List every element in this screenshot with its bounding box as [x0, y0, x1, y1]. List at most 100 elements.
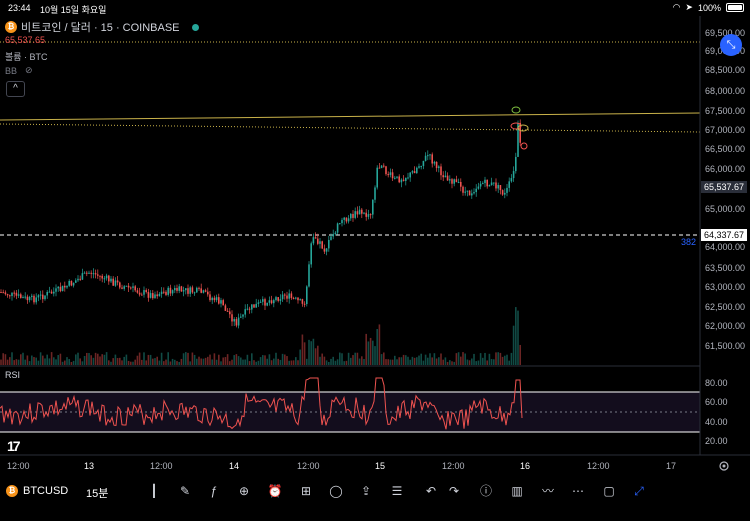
bulb-icon[interactable]: ◯ — [329, 484, 343, 498]
symbol-legend[interactable]: ₿ 비트코인 / 달러 · 15 · COINBASE — [5, 19, 199, 35]
candle-body — [242, 314, 244, 317]
candle-body — [191, 287, 194, 293]
pen-icon[interactable]: ✎ — [179, 484, 191, 498]
volume-bar — [145, 360, 147, 365]
candle-body — [108, 275, 110, 282]
share-icon[interactable]: ⇪ — [360, 484, 372, 498]
fx-icon[interactable]: ƒ — [210, 484, 218, 498]
eye-hidden-icon[interactable]: ⊘ — [25, 65, 33, 75]
layout-icon[interactable]: ▢ — [603, 484, 615, 498]
undo-icon[interactable]: ↶ — [425, 484, 437, 498]
volume-bar — [336, 359, 339, 365]
candle-body — [97, 274, 99, 276]
volume-bar — [317, 345, 319, 365]
candle-body — [20, 294, 22, 298]
alarm-icon[interactable]: ⏰ — [267, 484, 283, 498]
fullscreen-icon[interactable]: ⤢ — [634, 484, 644, 498]
candle-body — [508, 181, 510, 188]
volume-bar — [310, 341, 312, 365]
bar-chart-icon[interactable]: ▥ — [511, 484, 523, 498]
volume-bar — [125, 354, 128, 365]
candle-body — [501, 190, 504, 195]
candle-body — [180, 286, 183, 292]
candle-body — [59, 286, 62, 292]
trend-line-lower[interactable] — [0, 123, 701, 133]
volume-bar — [141, 359, 143, 365]
info-icon[interactable]: ⓘ — [479, 484, 492, 498]
volume-bar — [363, 359, 365, 365]
volume-bar — [438, 357, 440, 365]
redo-icon[interactable]: ↷ — [448, 484, 460, 498]
last-price-tag: 65,537.67 — [704, 182, 744, 192]
candle-body — [277, 297, 279, 301]
volume-bar — [257, 360, 260, 365]
tradingview-logo[interactable]: 17 — [7, 438, 21, 454]
volume-bar — [405, 355, 407, 365]
volume-legend[interactable]: 볼륨 · BTC — [5, 52, 48, 62]
candle-body — [6, 294, 9, 296]
symbol-button[interactable]: ₿ BTCUSD — [6, 485, 68, 497]
candle-body — [70, 280, 73, 286]
volume-bar — [99, 356, 101, 365]
candle-body — [453, 179, 455, 184]
candle-body — [125, 285, 128, 287]
plus-icon[interactable]: ⊕ — [238, 484, 250, 498]
more-icon[interactable]: ⋯ — [572, 484, 584, 498]
candle-body — [37, 295, 40, 298]
volume-bar — [504, 355, 506, 365]
annotation-ellipse[interactable] — [510, 122, 522, 130]
volume-bar — [277, 358, 279, 365]
volume-bar — [380, 354, 383, 365]
volume-bar — [497, 352, 499, 365]
volume-bar — [83, 355, 86, 365]
candles-icon[interactable]: ┃ — [150, 484, 158, 498]
volume-bar — [182, 353, 185, 365]
candle-body — [251, 304, 253, 310]
candle-body — [330, 236, 332, 240]
annotation-ellipse[interactable] — [511, 106, 521, 114]
volume-bar — [499, 352, 502, 365]
time-tick: 12:00 — [297, 461, 320, 471]
volume-bar — [15, 359, 18, 365]
trend-icon[interactable]: 〰 — [541, 484, 554, 498]
volume-bar — [510, 352, 513, 365]
settings-gear-icon[interactable] — [719, 461, 729, 471]
annotation-ellipse[interactable] — [520, 142, 528, 150]
volume-bar — [369, 337, 372, 365]
volume-bar — [473, 353, 475, 365]
volume-bar — [224, 357, 227, 365]
collapse-legend-button[interactable]: ^ — [6, 81, 25, 97]
candle-body — [367, 214, 370, 217]
time-axis[interactable]: 12:00 13 12:00 14 12:00 15 12:00 16 12:0… — [7, 461, 676, 471]
volume-bar — [61, 361, 64, 365]
interval-button[interactable]: 15분 — [86, 488, 109, 500]
volume-bar — [114, 354, 117, 365]
compress-button[interactable]: ⤡ — [720, 34, 742, 56]
candle-body — [68, 280, 70, 286]
grid-icon[interactable]: ⊞ — [300, 484, 312, 498]
candle-body — [488, 185, 491, 187]
volume-bar — [374, 346, 376, 365]
candle-body — [110, 278, 112, 282]
volume-bar — [387, 359, 389, 365]
trend-line-upper[interactable] — [0, 112, 701, 121]
time-tick: 17 — [666, 461, 676, 471]
candle-body — [365, 212, 367, 217]
rsi-legend[interactable]: RSI — [5, 370, 21, 380]
bb-legend[interactable]: BB ⊘ — [5, 65, 33, 76]
volume-bar — [248, 361, 251, 365]
volume-bar — [127, 360, 130, 365]
volume-bar — [39, 352, 42, 365]
list-icon[interactable]: ☰ — [391, 484, 403, 498]
legend-title[interactable]: 비트코인 / 달러 · 15 · COINBASE — [21, 22, 180, 34]
volume-bar — [20, 354, 22, 365]
candle-body — [35, 297, 37, 303]
candle-body — [158, 294, 161, 297]
volume-bar — [449, 360, 451, 365]
annotation-ellipse[interactable] — [517, 124, 529, 132]
volume-bar — [77, 352, 79, 365]
candle-body — [132, 286, 134, 288]
volume-bar — [136, 355, 139, 365]
price-tick: 68,500.00 — [705, 65, 745, 75]
